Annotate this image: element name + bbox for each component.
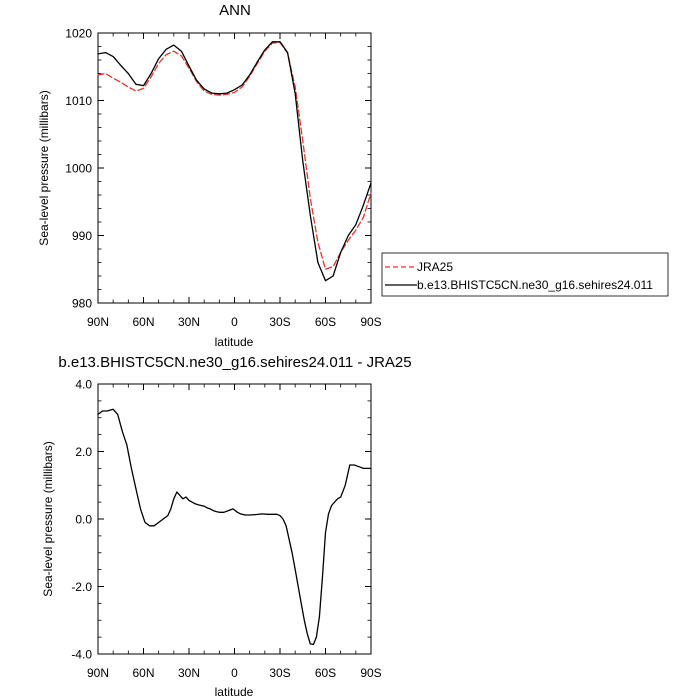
y-tick-label: -2.0 [71, 580, 92, 594]
x-tick-label: 0 [231, 666, 238, 680]
x-tick-label: 90N [87, 315, 109, 329]
x-tick-label: 30N [178, 315, 200, 329]
bottom-plot-frame [97, 383, 372, 655]
bottom-series-lines [97, 408, 372, 646]
x-tick-label: 30N [178, 666, 200, 680]
legend-label-jra25: JRA25 [417, 260, 453, 274]
bottom-chart-title: b.e13.BHISTC5CN.ne30_g16.sehires24.011 -… [58, 354, 411, 371]
legend-label-model: b.e13.BHISTC5CN.ne30_g16.sehires24.011 [417, 278, 653, 292]
x-tick-label: 90N [87, 666, 109, 680]
top-x-axis-label: latitude [215, 335, 254, 349]
bottom-axis-ticks [97, 383, 372, 655]
bottom-series-line-0 [97, 408, 372, 646]
x-tick-label: 60S [315, 315, 336, 329]
x-tick-label: 60S [315, 666, 336, 680]
legend-box [381, 252, 669, 297]
x-tick-label: 30S [269, 666, 290, 680]
y-tick-label: 1020 [65, 27, 92, 41]
x-tick-label: 60N [132, 666, 154, 680]
y-tick-label: 990 [72, 229, 92, 243]
legend: JRA25 b.e13.BHISTC5CN.ne30_g16.sehires24… [381, 252, 669, 297]
top-panel: ANN 980 990 1000 1010 1020 90N 60N 30N 0 30S 60S 90… [37, 2, 382, 349]
top-series-line-0 [97, 41, 372, 270]
x-tick-label: 90S [360, 315, 381, 329]
y-tick-label: 0.0 [75, 513, 92, 527]
top-tick-labels: 980 990 1000 1010 1020 90N 60N 30N 0 30S 60S 90S [65, 27, 381, 330]
top-chart-title: ANN [219, 2, 251, 19]
y-tick-label: -4.0 [71, 648, 92, 662]
bottom-y-axis-label: Sea-level pressure (millibars) [41, 441, 55, 596]
x-tick-label: 0 [231, 315, 238, 329]
bottom-panel: b.e13.BHISTC5CN.ne30_g16.sehires24.011 -… [41, 354, 412, 699]
top-series-lines [97, 41, 372, 282]
bottom-x-axis-label: latitude [215, 685, 254, 699]
y-tick-label: 1000 [65, 162, 92, 176]
top-y-axis-label: Sea-level pressure (millibars) [37, 90, 51, 245]
top-plot-frame [97, 32, 372, 304]
x-tick-label: 60N [132, 315, 154, 329]
y-tick-label: 980 [72, 297, 92, 311]
x-tick-label: 90S [360, 666, 381, 680]
bottom-tick-labels: -4.0 -2.0 0.0 2.0 4.0 90N 60N 30N 0 30S 60S 90S [71, 378, 381, 681]
top-series-line-1 [97, 41, 372, 282]
y-tick-label: 1010 [65, 94, 92, 108]
x-tick-label: 30S [269, 315, 290, 329]
top-axis-ticks [97, 32, 372, 304]
y-tick-label: 4.0 [75, 378, 92, 392]
y-tick-label: 2.0 [75, 445, 92, 459]
